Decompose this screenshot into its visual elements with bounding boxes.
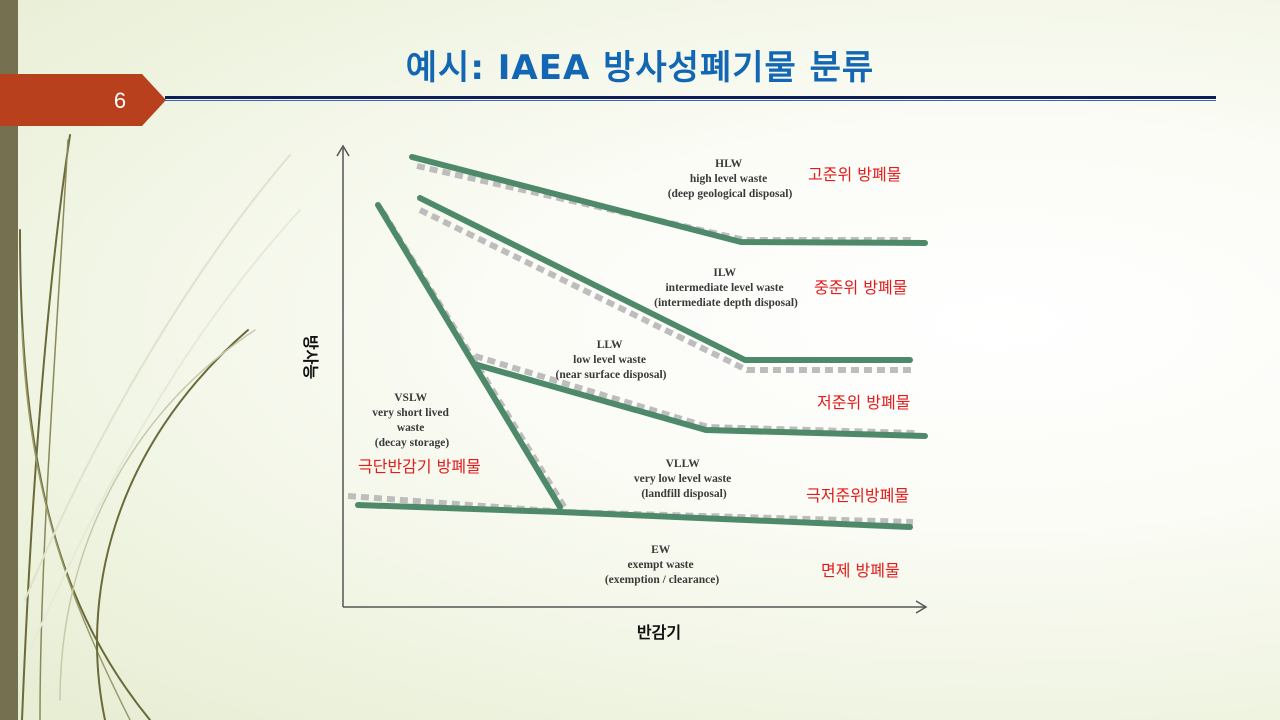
ilw-boundary (417, 195, 913, 363)
vslw-korean-label: 극단반감기 방폐물 (358, 457, 481, 476)
ew-label: EW exempt waste (exemption / clearance) (605, 544, 719, 586)
slide-number: 6 (113, 88, 127, 113)
korean-labels: 고준위 방폐물 중준위 방폐물 저준위 방폐물 극단반감기 방폐물 극저준위방폐… (358, 165, 910, 580)
vllw-korean-label: 극저준위방폐물 (806, 486, 909, 505)
vslw-label: VSLW very short lived waste (decay stora… (372, 392, 452, 449)
y-axis-arrow (336, 144, 350, 157)
axes (336, 144, 928, 614)
vslw-boundary (375, 202, 563, 510)
llw-boundary (471, 361, 928, 439)
x-axis-arrow (915, 600, 928, 614)
slide-title: 예시: IAEA 방사성폐기물 분류 (405, 48, 875, 88)
vllw-label: VLLW very low level waste (landfill disp… (634, 458, 734, 500)
hlw-boundary (409, 154, 928, 246)
exempt-boundary (355, 502, 913, 530)
category-labels: HLW high level waste (deep geological di… (372, 158, 798, 586)
slide-number-tab (0, 74, 166, 126)
ilw-label: ILW intermediate level waste (intermedia… (654, 267, 798, 309)
x-axis-label: 반감기 (637, 623, 681, 642)
hlw-korean-label: 고준위 방폐물 (808, 165, 901, 184)
hlw-label: HLW high level waste (deep geological di… (668, 158, 793, 200)
y-axis-label: 방사능 (301, 335, 320, 379)
llw-korean-label: 저준위 방폐물 (817, 393, 910, 412)
boundary-lines (355, 154, 928, 530)
left-accent-bar (0, 0, 18, 720)
llw-label: LLW low level waste (near surface dispos… (556, 339, 667, 381)
ilw-korean-label: 중준위 방폐물 (814, 278, 907, 297)
ew-korean-label: 면제 방폐물 (821, 561, 900, 580)
title-underline (165, 96, 1216, 104)
